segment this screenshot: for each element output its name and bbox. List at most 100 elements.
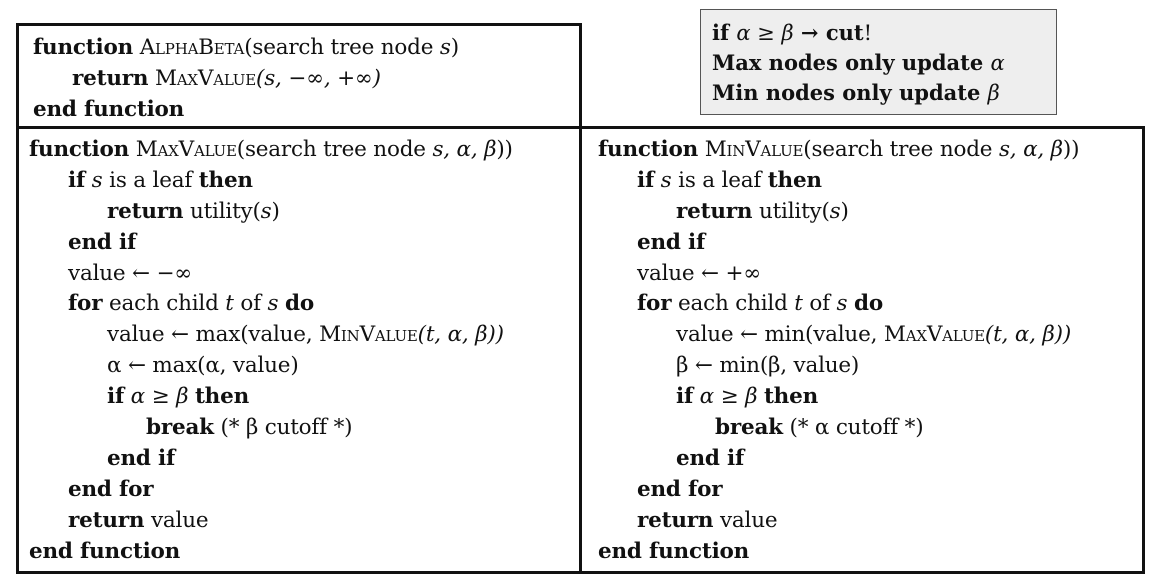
value-init-line: value ← −∞ bbox=[29, 259, 579, 290]
alphabeta-header-line: function AlphaBeta(search tree node s) bbox=[33, 33, 579, 64]
then-keyword: then bbox=[198, 167, 253, 193]
if-cutoff-line: if α ≥ β then bbox=[29, 382, 579, 413]
value-text: value bbox=[719, 507, 778, 533]
var-t: t bbox=[225, 291, 234, 317]
end-if-line: end if bbox=[598, 444, 1142, 475]
var-s: s bbox=[91, 167, 103, 193]
end-if-keyword: end if bbox=[637, 229, 706, 255]
cutoff-condition: α ≥ β bbox=[130, 384, 189, 410]
return-value-line: return value bbox=[598, 506, 1142, 537]
value-init-line: value ← +∞ bbox=[598, 259, 1142, 290]
var-s: s bbox=[260, 198, 272, 224]
function-args: (search tree node bbox=[244, 35, 434, 60]
end-for-keyword: end for bbox=[637, 476, 723, 502]
alpha-update-line: α ← max(α, value) bbox=[29, 351, 579, 382]
break-line: break (* β cutoff *) bbox=[29, 413, 579, 444]
var-s: s bbox=[836, 291, 848, 317]
end-function-keyword: end function bbox=[598, 538, 750, 564]
value-init-text: value ← −∞ bbox=[68, 260, 193, 286]
end-for-keyword: end for bbox=[68, 476, 154, 502]
cut-condition: α ≥ β bbox=[736, 21, 794, 45]
end-if-keyword: end if bbox=[68, 229, 137, 255]
if-keyword: if bbox=[107, 384, 125, 410]
end-function-keyword: end function bbox=[33, 96, 185, 122]
cutoff-comment: (* α cutoff *) bbox=[789, 415, 924, 441]
call-args: (t, α, β)) bbox=[984, 322, 1072, 348]
min-update-text: Min nodes only update bbox=[712, 80, 981, 105]
maxvalue-function-box: function MaxValue(search tree node s, α,… bbox=[16, 126, 582, 574]
call-name: MinValue bbox=[319, 322, 418, 348]
break-keyword: break bbox=[715, 415, 783, 441]
close-paren: ) bbox=[450, 35, 459, 60]
return-keyword: return bbox=[68, 507, 145, 533]
value-update-text: value ← max(value, bbox=[107, 322, 313, 348]
beta-update-text: β ← min(β, value) bbox=[676, 353, 860, 379]
beta-symbol: β bbox=[987, 81, 1000, 105]
alphabeta-function-box: function AlphaBeta(search tree node s) r… bbox=[16, 23, 582, 129]
each-child-text: each child bbox=[108, 291, 219, 317]
do-keyword: do bbox=[285, 291, 314, 317]
alphabeta-return-line: return MaxValue(s, −∞, +∞) bbox=[33, 64, 579, 95]
end-if-line: end if bbox=[29, 444, 579, 475]
return-value-line: return value bbox=[29, 506, 579, 537]
value-update-text: value ← min(value, bbox=[676, 322, 878, 348]
maxvalue-header-line: function MaxValue(search tree node s, α,… bbox=[29, 135, 579, 166]
for-keyword: for bbox=[637, 291, 672, 317]
if-keyword: if bbox=[712, 20, 730, 45]
return-keyword: return bbox=[107, 198, 184, 224]
if-cutoff-line: if α ≥ β then bbox=[598, 382, 1142, 413]
leaf-text: is a leaf bbox=[109, 167, 193, 193]
value-update-line: value ← max(value, MinValue(t, α, β)) bbox=[29, 320, 579, 351]
return-keyword: return bbox=[676, 198, 753, 224]
of-text: of bbox=[809, 291, 830, 317]
end-function-line: end function bbox=[29, 537, 579, 568]
function-args: (search tree node bbox=[803, 137, 993, 162]
for-loop-line: for each child t of s do bbox=[598, 289, 1142, 320]
then-keyword: then bbox=[194, 384, 250, 410]
return-utility-line: return utility(s) bbox=[598, 197, 1142, 228]
utility-text: utility( bbox=[189, 198, 261, 224]
return-keyword: return bbox=[637, 507, 714, 533]
call-args: (t, α, β)) bbox=[417, 322, 504, 348]
alpha-update-text: α ← max(α, value) bbox=[107, 353, 299, 379]
end-if-line: end if bbox=[29, 228, 579, 259]
min-update-rule-line: Min nodes only update β bbox=[712, 78, 1056, 108]
if-keyword: if bbox=[676, 384, 694, 410]
if-leaf-line: if s is a leaf then bbox=[598, 166, 1142, 197]
call-name: MaxValue bbox=[883, 322, 985, 348]
alpha-beta-rules-note: if α ≥ β → cut! Max nodes only update α … bbox=[700, 9, 1057, 115]
then-keyword: then bbox=[763, 384, 819, 410]
arrow-symbol: → bbox=[800, 20, 819, 45]
close-paren: ) bbox=[271, 198, 280, 224]
call-name: MaxValue bbox=[154, 65, 256, 91]
var-s: s bbox=[439, 35, 451, 60]
function-keyword: function bbox=[29, 137, 130, 162]
value-text: value bbox=[150, 507, 209, 533]
if-keyword: if bbox=[68, 167, 86, 193]
cut-rule-line: if α ≥ β → cut! bbox=[712, 18, 1056, 48]
function-arg-vars: s, α, β bbox=[432, 137, 497, 162]
cut-word: cut bbox=[825, 20, 864, 45]
var-s: s bbox=[267, 291, 279, 317]
alphabeta-end-line: end function bbox=[33, 95, 579, 126]
for-keyword: for bbox=[68, 291, 103, 317]
end-if-keyword: end if bbox=[107, 445, 176, 471]
function-name: AlphaBeta bbox=[139, 35, 245, 60]
end-function-keyword: end function bbox=[29, 538, 181, 564]
leaf-text: is a leaf bbox=[678, 167, 762, 193]
end-if-line: end if bbox=[598, 228, 1142, 259]
end-for-line: end for bbox=[598, 475, 1142, 506]
utility-text: utility( bbox=[758, 198, 830, 224]
cutoff-condition: α ≥ β bbox=[699, 384, 758, 410]
max-update-rule-line: Max nodes only update α bbox=[712, 48, 1056, 78]
function-name: MinValue bbox=[704, 137, 804, 162]
break-line: break (* α cutoff *) bbox=[598, 413, 1142, 444]
return-keyword: return bbox=[72, 65, 149, 91]
minvalue-header-line: function MinValue(search tree node s, α,… bbox=[598, 135, 1142, 166]
function-arg-vars: s, α, β bbox=[998, 137, 1063, 162]
close-paren: )) bbox=[496, 137, 513, 162]
alpha-symbol: α bbox=[990, 51, 1005, 75]
close-paren: ) bbox=[840, 198, 849, 224]
for-loop-line: for each child t of s do bbox=[29, 289, 579, 320]
value-update-line: value ← min(value, MaxValue(t, α, β)) bbox=[598, 320, 1142, 351]
